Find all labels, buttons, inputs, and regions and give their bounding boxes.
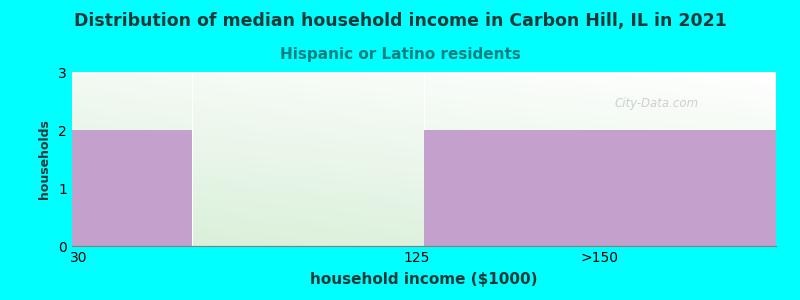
Text: City-Data.com: City-Data.com xyxy=(614,97,698,110)
Text: Hispanic or Latino residents: Hispanic or Latino residents xyxy=(279,46,521,62)
Bar xyxy=(72,130,192,246)
Y-axis label: households: households xyxy=(38,119,51,199)
X-axis label: household income ($1000): household income ($1000) xyxy=(310,272,538,287)
Bar xyxy=(424,130,776,246)
Text: Distribution of median household income in Carbon Hill, IL in 2021: Distribution of median household income … xyxy=(74,12,726,30)
